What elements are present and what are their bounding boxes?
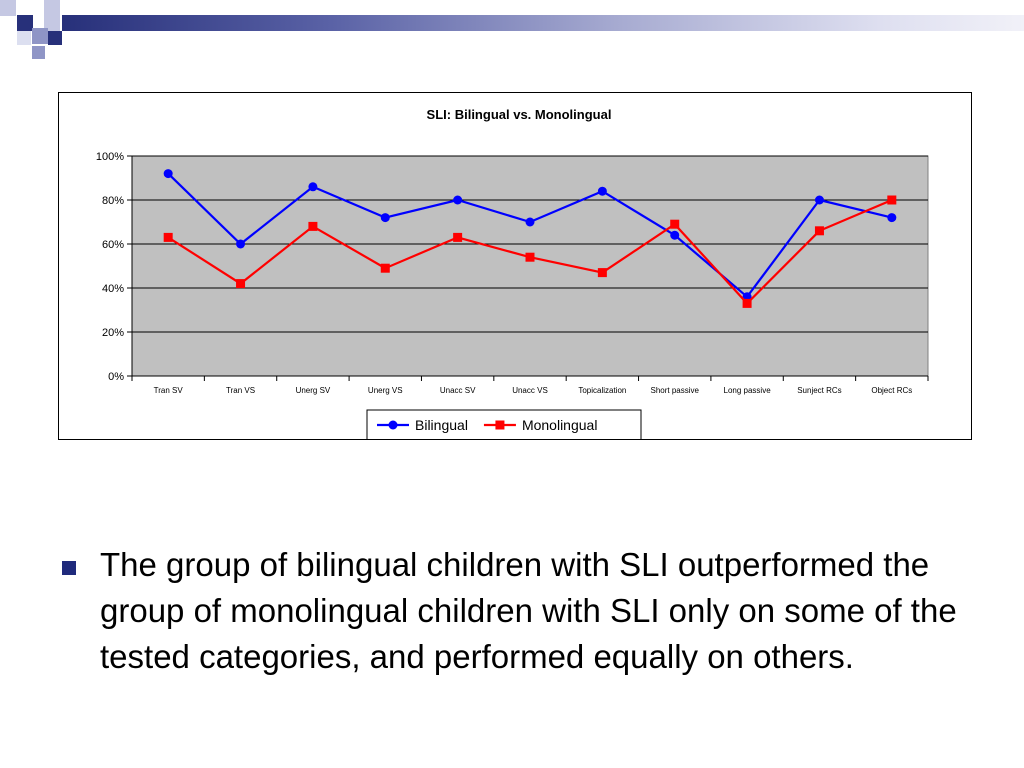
header-square-mid-1 <box>32 28 48 44</box>
data-point-monolingual <box>670 219 680 229</box>
x-tick-label: Unacc SV <box>440 386 476 395</box>
data-point-monolingual <box>525 252 535 262</box>
data-point-bilingual <box>163 169 173 179</box>
header-square-light-3 <box>44 15 60 31</box>
header-square-dark-2 <box>48 31 62 45</box>
header-gradient-bar <box>62 15 1024 31</box>
chart-frame: SLI: Bilingual vs. Monolingual 0% 20% 40% 6… <box>58 92 972 440</box>
x-tick-label: Short passive <box>650 386 699 395</box>
data-point-monolingual <box>236 279 246 289</box>
data-point-monolingual <box>453 232 463 242</box>
plot-background <box>131 155 929 377</box>
header-square-light-4 <box>17 31 31 45</box>
data-point-monolingual <box>742 298 752 308</box>
header-square-mid-2 <box>32 46 45 59</box>
data-point-monolingual <box>814 226 824 236</box>
data-point-bilingual <box>525 217 535 227</box>
y-tick-label: 80% <box>102 195 124 207</box>
x-tick-label: Object RCs <box>871 386 912 395</box>
x-tick-label: Tran SV <box>154 386 184 395</box>
data-point-monolingual <box>887 195 897 205</box>
x-tick-label: Topicalization <box>578 386 626 395</box>
x-tick-label: Tran VS <box>226 386 255 395</box>
y-tick-label: 20% <box>102 327 124 339</box>
data-point-bilingual <box>236 239 246 249</box>
x-tick-label: Long passive <box>724 386 772 395</box>
data-point-monolingual <box>597 268 607 278</box>
bullet-square-icon <box>62 561 76 575</box>
legend-label-monolingual: Monolingual <box>522 417 598 433</box>
data-point-bilingual <box>308 182 318 192</box>
data-point-bilingual <box>380 213 390 223</box>
line-chart: SLI: Bilingual vs. Monolingual 0% 20% 40% 6… <box>96 107 929 439</box>
y-tick-label: 100% <box>96 151 124 163</box>
data-point-bilingual <box>887 213 897 223</box>
header-square-light-1 <box>0 0 16 16</box>
plot-area: 0% 20% 40% 60% 80% 100% Tran SV Tran VS Unerg SV… <box>96 151 929 395</box>
legend-box <box>366 409 642 439</box>
legend-marker-monolingual <box>495 420 505 430</box>
data-point-bilingual <box>814 195 824 205</box>
data-point-monolingual <box>380 263 390 273</box>
x-tick-label: Sunject RCs <box>797 386 841 395</box>
legend-label-bilingual: Bilingual <box>415 417 468 433</box>
y-tick-label: 40% <box>102 283 124 295</box>
x-tick-label: Unerg SV <box>296 386 331 395</box>
x-tick-label: Unacc VS <box>512 386 548 395</box>
data-point-bilingual <box>670 230 680 240</box>
y-tick-label: 0% <box>108 371 124 383</box>
chart-legend: Bilingual Monolingual <box>366 409 642 439</box>
bullet-text: The group of bilingual children with SLI… <box>100 546 957 675</box>
legend-marker-bilingual <box>388 420 398 430</box>
chart-title: SLI: Bilingual vs. Monolingual <box>427 107 612 122</box>
data-point-monolingual <box>308 221 318 231</box>
data-point-bilingual <box>597 186 607 196</box>
header-square-dark-1 <box>17 15 33 31</box>
slide-header-decoration <box>0 0 1024 62</box>
y-tick-label: 60% <box>102 239 124 251</box>
bullet-point: The group of bilingual children with SLI… <box>62 542 962 680</box>
data-point-bilingual <box>453 195 463 205</box>
header-square-light-2 <box>44 0 60 16</box>
x-tick-label: Unerg VS <box>368 386 403 395</box>
data-point-monolingual <box>163 232 173 242</box>
